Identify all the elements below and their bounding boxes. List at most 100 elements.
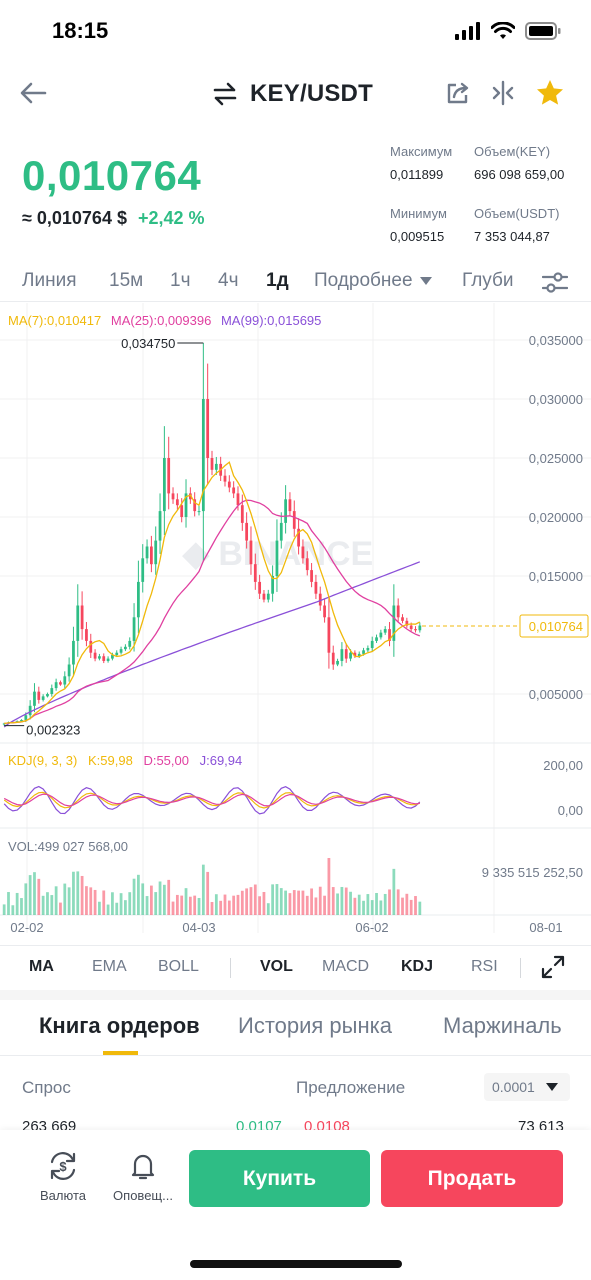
price-step-select[interactable]: 0.0001: [484, 1073, 570, 1101]
volume-bar: [76, 871, 79, 915]
volume-bar: [392, 869, 395, 915]
volume-bar: [306, 896, 309, 915]
volume-bar: [241, 891, 244, 915]
ind-ma[interactable]: MA: [29, 958, 54, 976]
volume-bar: [379, 900, 382, 915]
kdj-params-label: KDJ(9, 3, 3): [8, 753, 77, 768]
settings-sliders-icon[interactable]: [542, 272, 568, 294]
ind-ema[interactable]: EMA: [92, 958, 127, 976]
tab-market-history[interactable]: История рынка: [238, 1013, 392, 1039]
candle-body: [245, 523, 248, 541]
candle-body: [375, 637, 378, 641]
kdj-d-line: [4, 794, 420, 806]
share-icon[interactable]: [445, 80, 471, 106]
volume-bar: [7, 892, 10, 915]
volume-bar: [11, 905, 14, 915]
volume-bar: [24, 883, 27, 915]
ind-macd[interactable]: MACD: [322, 958, 369, 976]
candle-body: [154, 541, 157, 565]
tf-line[interactable]: Линия: [22, 270, 76, 292]
volume-bar: [202, 865, 205, 915]
currency-button[interactable]: $ Валюта: [23, 1150, 103, 1203]
kdj-d-label: D:55,00: [143, 753, 189, 768]
status-icons: [455, 22, 561, 40]
candle-body: [133, 617, 136, 641]
x-tick-label: 02-02: [10, 920, 43, 935]
candle-body: [176, 499, 179, 505]
candle-body: [250, 541, 253, 565]
volume-bar: [388, 889, 391, 915]
y-tick-label: 0,035000: [529, 333, 583, 348]
volume-bar: [293, 890, 296, 915]
tf-more[interactable]: Подробнее: [314, 270, 432, 292]
candle-body: [366, 648, 369, 650]
candle-body: [180, 505, 183, 517]
chart-area[interactable]: ◆ BINANCE 0,034750 0,002323 0,035000 0,0300…: [0, 303, 591, 943]
market-tabs: Книга ордеров История рынка Маржиналь: [0, 1000, 591, 1056]
pair-selector[interactable]: KEY/USDT: [212, 80, 373, 108]
candle-body: [267, 594, 270, 600]
tf-4h[interactable]: 4ч: [218, 270, 238, 292]
favorite-star-icon[interactable]: [535, 78, 565, 108]
battery-icon: [525, 22, 561, 40]
candle-body: [345, 649, 348, 658]
candle-body: [198, 511, 201, 512]
candle-body: [24, 715, 27, 720]
tab-order-book[interactable]: Книга ордеров: [39, 1013, 200, 1039]
tf-1d[interactable]: 1д: [266, 270, 289, 292]
candle-body: [68, 665, 71, 677]
volume-bar: [33, 872, 36, 915]
tf-1h[interactable]: 1ч: [170, 270, 190, 292]
volume-bar: [375, 893, 378, 915]
volume-bar: [284, 891, 287, 915]
buy-button[interactable]: Купить: [189, 1150, 370, 1207]
candle-body: [215, 464, 218, 470]
volume-bar: [328, 858, 331, 915]
volume-bar: [141, 883, 144, 915]
caret-down-icon: [546, 1083, 558, 1091]
volume-bar: [405, 894, 408, 915]
price-sub: ≈ 0,010764 $ +2,42 %: [22, 208, 205, 229]
volume-bar: [297, 891, 300, 915]
volume-bar: [224, 895, 227, 915]
volume-bar: [198, 898, 201, 915]
tab-margin[interactable]: Маржиналь: [443, 1013, 562, 1039]
candle-body: [276, 541, 279, 576]
tf-15m[interactable]: 15м: [109, 270, 143, 292]
currency-exchange-icon: $: [47, 1150, 79, 1182]
back-button[interactable]: [18, 78, 54, 112]
volume-bar: [59, 903, 62, 915]
candle-body: [237, 493, 240, 505]
volume-bar: [3, 904, 6, 915]
volume-bar: [384, 894, 387, 915]
stat-vol-key: Объем(KEY) 696 098 659,00: [474, 144, 591, 182]
volume-bar: [146, 896, 149, 915]
tf-depth[interactable]: Глуби: [462, 270, 520, 292]
volume-bar: [358, 895, 361, 915]
arrow-left-icon: [18, 78, 48, 108]
indicator-divider: [230, 958, 231, 978]
stat-vol-usdt-label: Объем(USDT): [474, 206, 591, 221]
ind-vol[interactable]: VOL: [260, 958, 293, 976]
candle-body: [159, 511, 162, 540]
volume-bar: [50, 895, 53, 915]
bid-label: Спрос: [22, 1078, 71, 1098]
sell-button[interactable]: Продать: [381, 1150, 563, 1207]
compare-icon[interactable]: [491, 80, 515, 106]
candle-body: [206, 399, 209, 458]
order-book-row: 263 669 0,0107 0,0108 73 613: [0, 1118, 591, 1130]
candle-body: [150, 547, 153, 565]
alerts-button[interactable]: Оповещ...: [103, 1150, 183, 1203]
candle-body: [232, 488, 235, 494]
candle-body: [137, 582, 140, 617]
volume-bar: [37, 879, 40, 915]
ind-boll[interactable]: BOLL: [158, 958, 199, 976]
fullscreen-expand-icon[interactable]: [541, 955, 565, 979]
ind-rsi[interactable]: RSI: [471, 958, 498, 976]
volume-bar: [55, 886, 58, 915]
ask-label: Предложение: [296, 1078, 405, 1098]
bell-icon: [127, 1150, 159, 1182]
timeframe-bar: Линия 15м 1ч 4ч 1д Подробнее Глуби: [0, 262, 591, 302]
ind-kdj[interactable]: KDJ: [401, 958, 433, 976]
svg-text:$: $: [59, 1159, 67, 1174]
